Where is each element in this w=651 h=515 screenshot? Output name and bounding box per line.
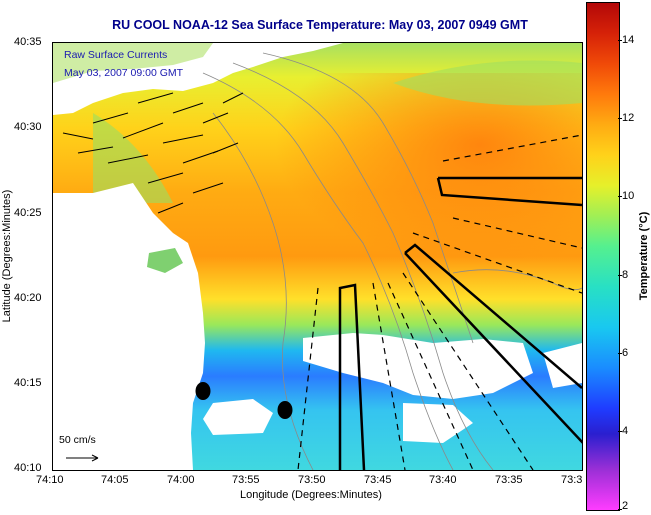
warm-water-region (173, 73, 582, 313)
colorbar-tick (618, 196, 622, 197)
cloud-patch-3 (403, 403, 473, 443)
colorbar-tick (618, 509, 622, 510)
current-vectors (62, 92, 244, 214)
colorbar-title: Temperature (°C) (638, 211, 650, 301)
colorbar-tick-label: 8 (622, 269, 629, 281)
x-tick-label: 74:05 (101, 474, 129, 486)
colorbar-tick (618, 431, 622, 432)
colorbar-tick-label: 6 (622, 347, 629, 359)
x-tick-label: 74:10 (36, 474, 64, 486)
cloud-patch-2 (203, 399, 273, 435)
colorbar-tick (618, 353, 622, 354)
y-axis-title: Latitude (Degrees:Minutes) (1, 189, 13, 323)
bay-waters (53, 43, 213, 83)
x-tick-label: 73:35 (495, 474, 523, 486)
station-marker-1 (195, 382, 211, 400)
legend-currents-label: Raw Surface Currents (64, 49, 168, 61)
y-tick-label: 40:35 (14, 36, 42, 48)
colorbar-tick-label: 2 (622, 500, 629, 512)
x-tick-label: 74:00 (167, 474, 195, 486)
sst-map-svg (53, 43, 582, 470)
y-tick-label: 40:15 (14, 377, 42, 389)
raritan-bay (147, 248, 183, 273)
colorbar-tick-label: 14 (622, 34, 635, 46)
x-tick-label: 73:55 (232, 474, 260, 486)
colorbar-tick-label: 10 (622, 190, 635, 202)
cloud-patch-1 (303, 333, 533, 399)
x-tick-label: 73:3 (561, 474, 583, 486)
y-tick-label: 40:25 (14, 207, 42, 219)
map-title: RU COOL NOAA-12 Sea Surface Temperature:… (112, 18, 528, 32)
x-axis-title: Longitude (Degrees:Minutes) (240, 489, 382, 501)
survey-dashed-lines (297, 134, 582, 470)
temperature-colorbar (586, 2, 620, 511)
x-tick-label: 73:45 (364, 474, 392, 486)
colorbar-tick-label: 12 (622, 112, 635, 124)
colorbar-tick-label: 4 (622, 425, 629, 437)
y-tick-label: 40:20 (14, 292, 42, 304)
cloud-patch-4 (543, 343, 582, 388)
sst-map[interactable]: Raw Surface Currents May 03, 2007 09:00 … (52, 42, 583, 471)
scale-label: 50 cm/s (59, 434, 96, 446)
x-tick-label: 73:40 (429, 474, 457, 486)
colorbar-tick (618, 40, 622, 41)
station-marker-2 (277, 401, 293, 419)
y-tick-label: 40:10 (14, 462, 42, 474)
cool-offshore-band (393, 60, 582, 106)
scale-arrow (66, 454, 99, 462)
survey-tracks (338, 176, 582, 470)
colorbar-tick (618, 275, 622, 276)
x-tick-label: 73:50 (298, 474, 326, 486)
legend-currents-time: May 03, 2007 09:00 GMT (64, 67, 184, 79)
y-tick-label: 40:30 (14, 121, 42, 133)
colorbar-tick (618, 118, 622, 119)
